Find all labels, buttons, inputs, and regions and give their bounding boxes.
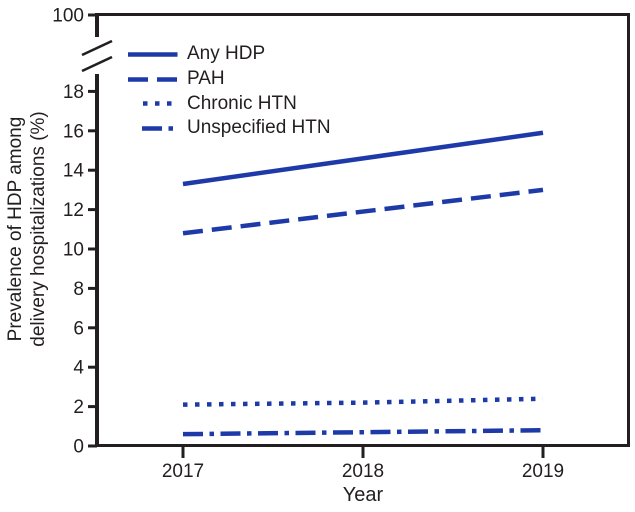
x-tick-label: 2017: [162, 461, 204, 482]
legend: Any HDP PAH Chronic HTN Unspecified HTN: [128, 42, 331, 141]
series-line-unspecified-htn: [182, 427, 544, 437]
y-tick-label: 18: [63, 82, 84, 103]
series-line-pah: [182, 187, 544, 236]
series-line-chronic-htn: [182, 396, 544, 407]
series-line-any-hdp: [182, 130, 544, 187]
legend-label: Unspecified HTN: [187, 117, 331, 139]
x-tick-label: 2018: [342, 461, 384, 482]
y-tick-label: 6: [73, 318, 84, 339]
legend-item: PAH: [128, 67, 331, 92]
legend-label: Any HDP: [187, 43, 266, 65]
y-axis-title: Prevalence of HDP among delivery hospita…: [4, 28, 50, 430]
y-tick-label: 10: [63, 240, 84, 261]
y-tick-label: 2: [73, 397, 84, 418]
legend-item: Any HDP: [128, 42, 331, 67]
y-tick-label: 16: [63, 121, 84, 142]
legend-item: Chronic HTN: [128, 91, 331, 116]
y-axis-title-line2: delivery hospitalizations (%): [28, 111, 49, 347]
series-lines: [182, 130, 544, 437]
x-axis-title: Year: [342, 484, 384, 506]
y-tick-label: 12: [63, 200, 84, 221]
y-tick-label: 14: [63, 161, 85, 182]
y-top-tick-label: 100: [52, 6, 84, 27]
y-axis-title-line1: Prevalence of HDP among: [5, 116, 26, 342]
dashed-line-swatch-icon: [128, 76, 178, 82]
dashdot-line-swatch-icon: [142, 126, 178, 131]
legend-label: Chronic HTN: [187, 92, 297, 114]
legend-label: PAH: [187, 68, 225, 90]
solid-line-swatch-icon: [128, 52, 178, 57]
plot-frame: [97, 13, 630, 447]
y-axis-ticks: 18 16 14 12 10 8 6 4 2 0 100: [52, 6, 97, 458]
dotted-line-swatch-icon: [143, 101, 178, 106]
y-tick-label: 0: [73, 437, 84, 458]
y-tick-label: 4: [73, 358, 84, 379]
legend-item: Unspecified HTN: [128, 116, 331, 141]
x-axis-ticks: 2017 2018 2019: [162, 446, 564, 482]
axis-break-icon: [81, 39, 113, 73]
x-tick-label: 2019: [522, 461, 564, 482]
y-tick-label: 8: [73, 279, 84, 300]
